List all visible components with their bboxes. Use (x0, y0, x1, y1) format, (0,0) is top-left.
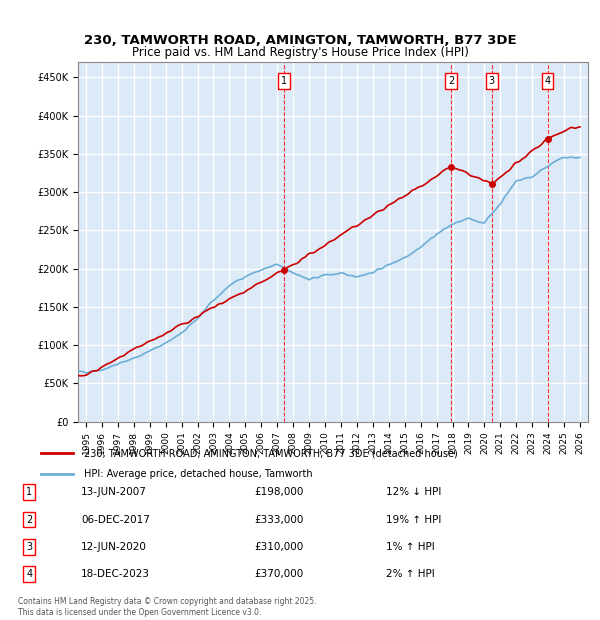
Text: 2: 2 (26, 515, 32, 525)
Text: 13-JUN-2007: 13-JUN-2007 (81, 487, 147, 497)
Text: 1: 1 (26, 487, 32, 497)
Text: £333,000: £333,000 (254, 515, 303, 525)
Text: 1: 1 (281, 76, 287, 86)
Text: £370,000: £370,000 (254, 569, 303, 579)
Text: 2: 2 (448, 76, 454, 86)
Text: 4: 4 (544, 76, 551, 86)
Text: 230, TAMWORTH ROAD, AMINGTON, TAMWORTH, B77 3DE: 230, TAMWORTH ROAD, AMINGTON, TAMWORTH, … (83, 34, 517, 46)
Text: 3: 3 (26, 542, 32, 552)
Text: HPI: Average price, detached house, Tamworth: HPI: Average price, detached house, Tamw… (84, 469, 313, 479)
Text: 2% ↑ HPI: 2% ↑ HPI (386, 569, 435, 579)
Text: £310,000: £310,000 (254, 542, 303, 552)
Text: 1% ↑ HPI: 1% ↑ HPI (386, 542, 435, 552)
Text: 06-DEC-2017: 06-DEC-2017 (81, 515, 150, 525)
Text: 230, TAMWORTH ROAD, AMINGTON, TAMWORTH, B77 3DE (detached house): 230, TAMWORTH ROAD, AMINGTON, TAMWORTH, … (84, 448, 458, 458)
Text: 18-DEC-2023: 18-DEC-2023 (81, 569, 150, 579)
Text: 12% ↓ HPI: 12% ↓ HPI (386, 487, 442, 497)
Text: 4: 4 (26, 569, 32, 579)
Text: 19% ↑ HPI: 19% ↑ HPI (386, 515, 442, 525)
Text: 12-JUN-2020: 12-JUN-2020 (81, 542, 147, 552)
Text: Price paid vs. HM Land Registry's House Price Index (HPI): Price paid vs. HM Land Registry's House … (131, 46, 469, 59)
Text: Contains HM Land Registry data © Crown copyright and database right 2025.
This d: Contains HM Land Registry data © Crown c… (18, 598, 317, 617)
Text: £198,000: £198,000 (254, 487, 303, 497)
Text: 3: 3 (488, 76, 494, 86)
